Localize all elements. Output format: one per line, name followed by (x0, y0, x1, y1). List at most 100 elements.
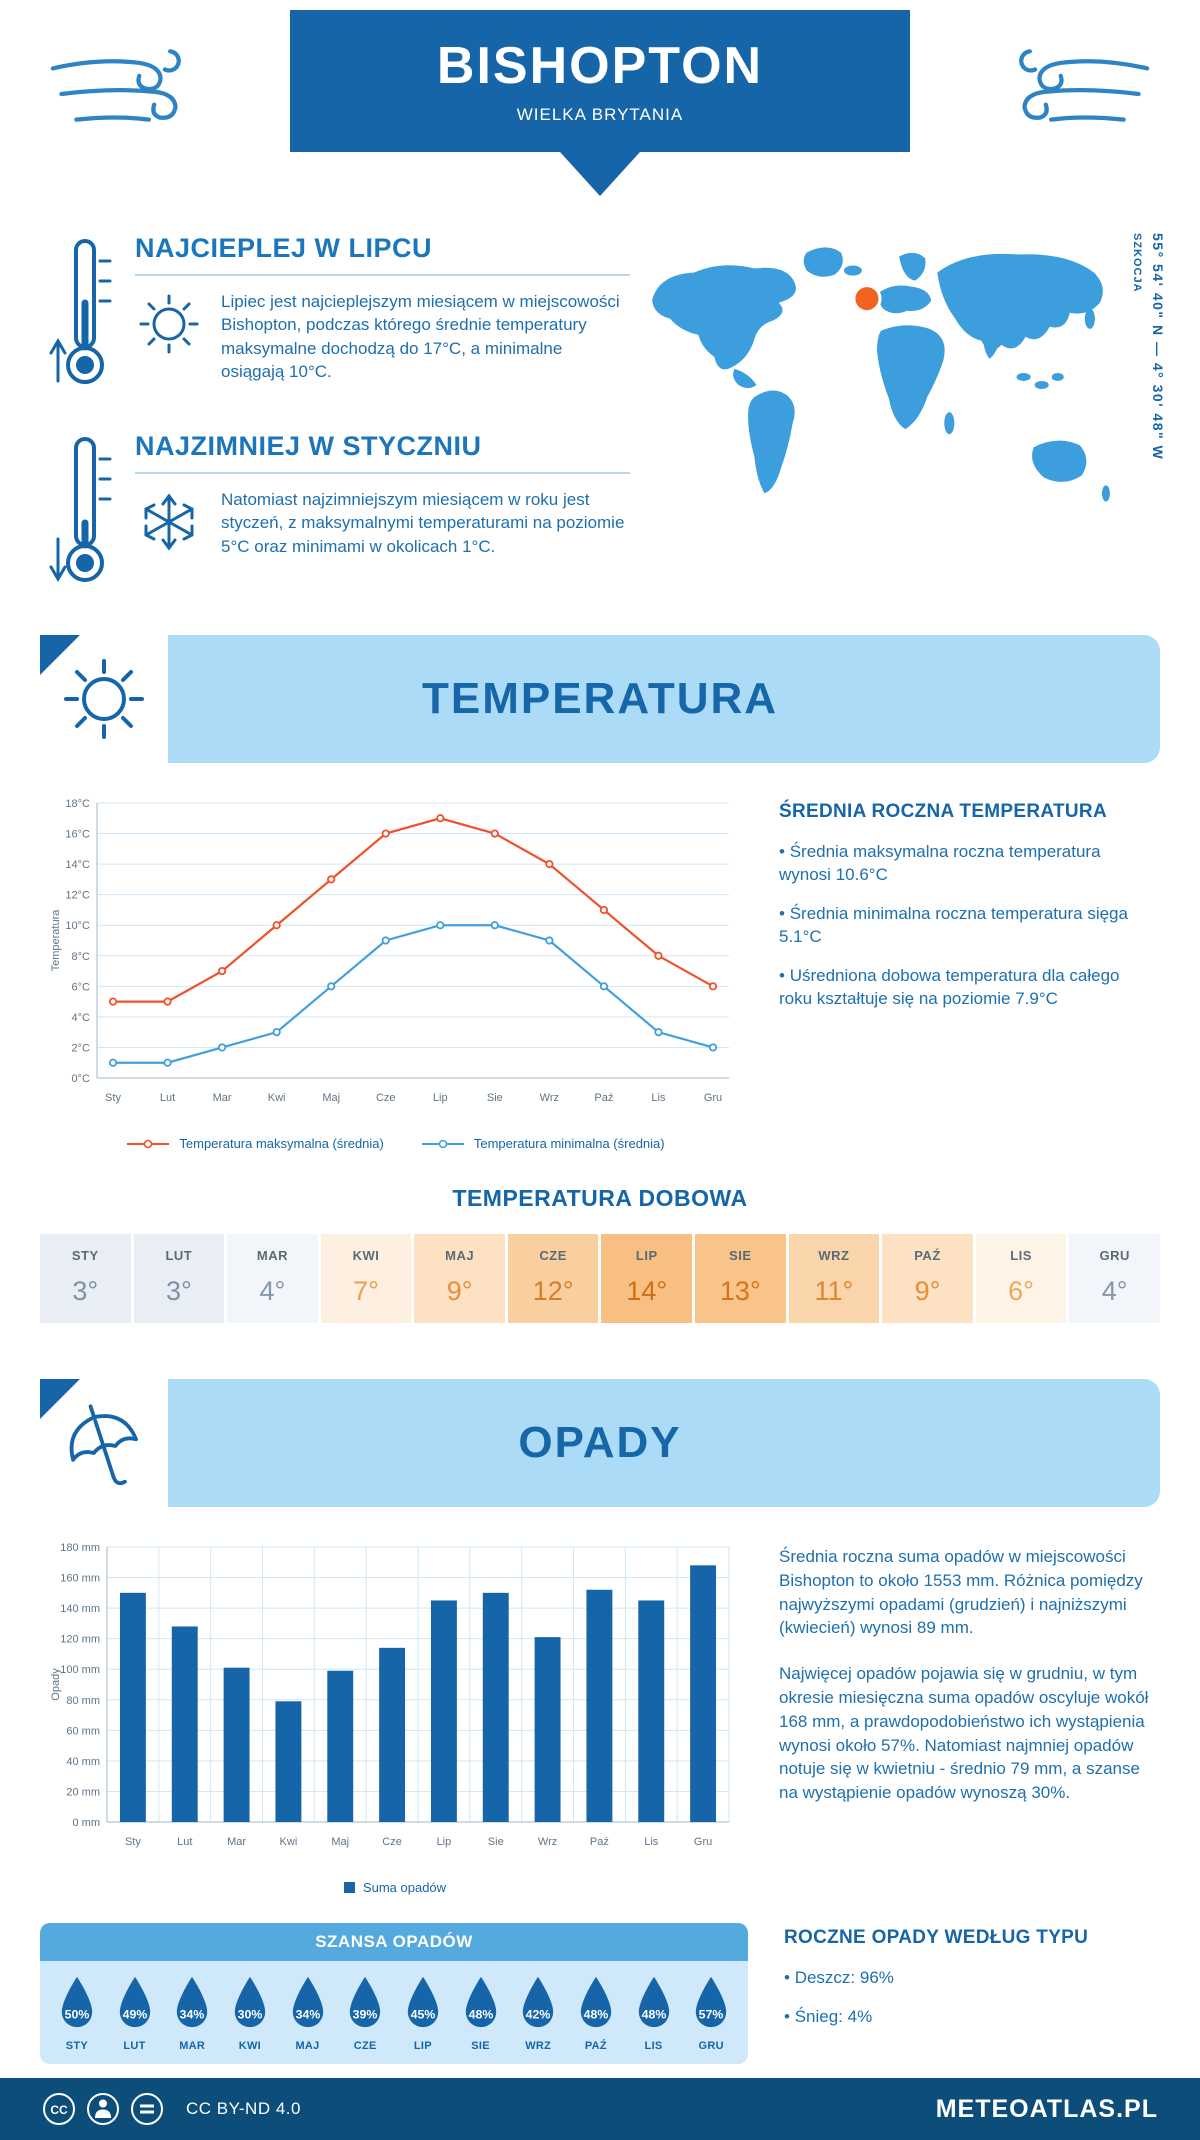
svg-text:Lis: Lis (644, 1836, 659, 1848)
intro-section: NAJCIEPLEJ W LIPCU Lipiec jest najciep (0, 205, 1200, 629)
month-label: KWI (352, 1248, 380, 1263)
chance-drop-9: 42% WRZ (509, 1975, 567, 2052)
svg-text:18°C: 18°C (65, 798, 90, 810)
precipitation-section: 0 mm 20 mm 40 mm 60 mm 80 mm 100 mm 120 mm 140 … (0, 1507, 1200, 1895)
svg-text:80 mm: 80 mm (66, 1695, 100, 1707)
temperature-line-chart: 0°C 2°C 4°C 6°C 8°C 10°C 12°C 14°C 16°C 18°C Sty Lu… (50, 798, 729, 1104)
svg-text:45%: 45% (411, 2008, 436, 2022)
precipitation-paragraph: Średnia roczna suma opadów w miejscowośc… (779, 1547, 1143, 1638)
month-label: GRU (1099, 1248, 1130, 1263)
svg-text:100 mm: 100 mm (60, 1664, 100, 1676)
svg-text:Wrz: Wrz (538, 1836, 557, 1848)
water-drop-icon: 42% (523, 1976, 554, 2028)
daily-temperature-title: TEMPERATURA DOBOWA (452, 1185, 748, 1211)
legend-item: Suma opadów (343, 1880, 447, 1895)
water-drop-icon: 57% (696, 1976, 727, 2028)
temperature-value: 4° (1101, 1276, 1128, 1306)
water-drop-icon: 34% (176, 1976, 208, 2028)
svg-text:48%: 48% (584, 2008, 609, 2022)
snowflake-icon (144, 493, 194, 551)
chance-drop-11: 48% LIS (625, 1975, 683, 2052)
svg-text:48%: 48% (641, 2008, 666, 2022)
type-bullet: Śnieg: 4% (784, 2006, 1155, 2029)
svg-text:CC: CC (50, 2103, 68, 2117)
daily-temp-cell-11: LIS 6° (975, 1234, 1067, 1323)
temperature-value: 12° (532, 1276, 574, 1306)
daily-temp-cell-10: PAŹ 9° (882, 1234, 973, 1323)
daily-temp-cell-12: GRU 4° (1069, 1234, 1160, 1323)
temperature-banner-label: TEMPERATURA (421, 674, 779, 723)
temperature-value: 3° (165, 1276, 192, 1306)
svg-text:Opady: Opady (50, 1668, 62, 1701)
month-label: LIS (644, 2040, 663, 2052)
precipitation-type: ROCZNE OPADY WEDŁUG TYPU Deszcz: 96% Śni… (784, 1923, 1155, 2064)
svg-text:2°C: 2°C (72, 1042, 91, 1054)
summary-bullet: Uśredniona dobowa temperatura dla całego… (779, 965, 1155, 1011)
daily-temp-cell-2: LUT 3° (133, 1234, 225, 1323)
continents (652, 247, 1110, 502)
svg-text:Maj: Maj (331, 1836, 349, 1848)
precipitation-chance-box: SZANSA OPADÓW 50% STY 49% LUT 34% MAR 30% KWI 34… (40, 1923, 748, 2064)
svg-text:57%: 57% (699, 2008, 724, 2022)
svg-text:30%: 30% (238, 2008, 263, 2022)
chance-drop-6: 39% CZE (336, 1975, 394, 2052)
daily-temp-cell-6: CZE 12° (507, 1234, 599, 1323)
water-drop-icon: 49% (119, 1976, 150, 2028)
month-label: STY (65, 2040, 88, 2052)
month-label: GRU (698, 2040, 724, 2052)
svg-text:Sty: Sty (105, 1092, 121, 1104)
svg-text:14°C: 14°C (65, 859, 90, 871)
water-drop-icon: 45% (407, 1976, 439, 2028)
water-drop-icon: 48% (638, 1976, 669, 2028)
legend-item: Temperatura maksymalna (średnia) (125, 1136, 384, 1151)
precipitation-banner: OPADY (40, 1379, 1160, 1507)
svg-text:Kwi: Kwi (268, 1092, 286, 1104)
legend-label: Suma opadów (362, 1880, 447, 1895)
sun-icon (64, 659, 144, 739)
svg-text:39%: 39% (353, 2008, 378, 2022)
chance-drop-5: 34% MAJ (279, 1975, 337, 2052)
type-bullet: Deszcz: 96% (784, 1967, 1155, 1990)
month-label: LUT (123, 2040, 146, 2052)
water-drop-icon: 34% (292, 1976, 323, 2028)
month-label: LUT (165, 1248, 193, 1263)
coldest-heading: NAJZIMNIEJ W STYCZNIU (135, 431, 630, 474)
month-label: LIP (413, 2040, 432, 2052)
temperature-banner: TEMPERATURA (40, 635, 1160, 763)
map-panel: SZKOCJA 55° 54' 40" N — 4° 30' 48" W (630, 221, 1166, 629)
temperature-chart-legend: Temperatura maksymalna (średnia) Temperat… (45, 1136, 745, 1151)
month-label: LIP (635, 1248, 658, 1263)
svg-text:Mar: Mar (213, 1092, 232, 1104)
no-derivatives-icon (131, 2093, 163, 2125)
month-label: MAJ (445, 1248, 475, 1263)
svg-text:Lip: Lip (437, 1836, 452, 1848)
chance-drop-2: 49% LUT (106, 1975, 164, 2052)
chance-drop-3: 34% MAR (163, 1975, 221, 2052)
daily-temp-cell-5: MAJ 9° (414, 1234, 505, 1323)
temperature-value: 7° (353, 1276, 379, 1306)
svg-text:10°C: 10°C (65, 920, 90, 932)
temperature-value: 6° (1008, 1276, 1034, 1306)
page-title: BISHOPTON (436, 37, 764, 95)
temperature-value: 9° (446, 1276, 473, 1306)
temperature-banner-icon-box (40, 635, 168, 763)
thermometer-down-icon (49, 437, 112, 582)
svg-text:4°C: 4°C (72, 1012, 91, 1024)
daily-temp-cell-9: WRZ 11° (788, 1234, 880, 1323)
svg-text:Temperatura: Temperatura (50, 909, 62, 972)
svg-text:Cze: Cze (382, 1836, 402, 1848)
svg-text:42%: 42% (526, 2008, 551, 2022)
legend-item: Temperatura minimalna (średnia) (420, 1136, 665, 1151)
svg-text:49%: 49% (122, 2008, 147, 2022)
temperature-summary-heading: ŚREDNIA ROCZNA TEMPERATURA (779, 801, 1107, 822)
warmest-month-block: NAJCIEPLEJ W LIPCU Lipiec jest najciep (45, 233, 630, 401)
brand-logo: METEOATLAS.PL (935, 2094, 1158, 2123)
temperature-summary: ŚREDNIA ROCZNA TEMPERATURA Średnia maksy… (779, 789, 1155, 1151)
banner-background (168, 635, 1160, 763)
precipitation-banner-icon-box (40, 1379, 168, 1507)
water-drop-icon: 48% (580, 1976, 612, 2028)
banner-background (168, 1379, 1160, 1507)
month-label: KWI (238, 2040, 261, 2052)
precipitation-paragraph: Najwięcej opadów pojawia się w grudniu, … (779, 1664, 1149, 1803)
